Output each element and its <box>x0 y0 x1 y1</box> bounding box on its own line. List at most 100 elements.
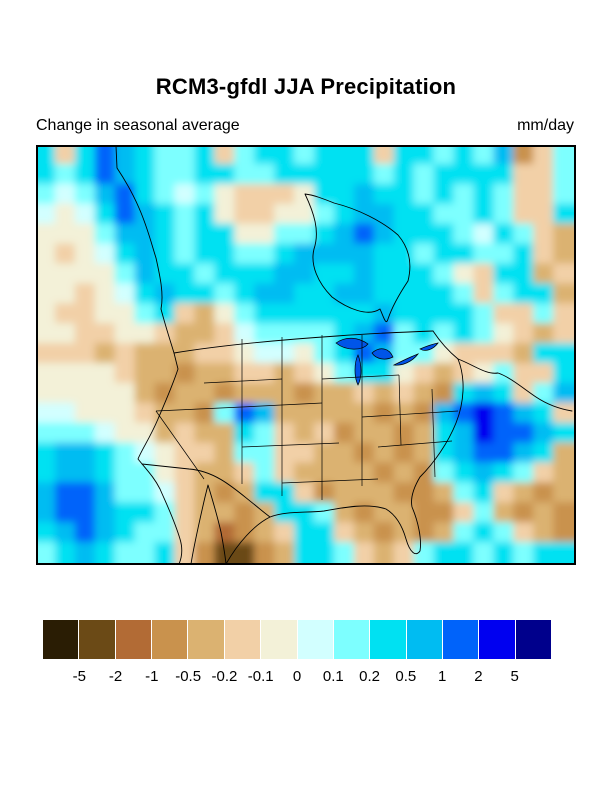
contour-cell <box>473 203 498 228</box>
contour-cell <box>433 343 458 367</box>
contour-cell <box>37 402 59 427</box>
contour-cell <box>313 462 338 487</box>
contour-cell <box>313 542 338 564</box>
contour-cell <box>433 146 458 168</box>
contour-cell <box>393 163 418 188</box>
contour-cell <box>413 482 438 507</box>
contour-cell <box>553 542 575 564</box>
contour-cell <box>214 482 239 507</box>
contour-cell <box>274 283 299 308</box>
contour-cell <box>413 502 438 527</box>
contour-cell <box>114 482 139 507</box>
contour-cell <box>37 183 59 208</box>
colorbar-tick-label: 0.5 <box>395 668 417 685</box>
contour-cell <box>174 283 199 308</box>
contour-cell <box>234 542 259 564</box>
contour-cell <box>74 462 99 487</box>
contour-cell <box>74 243 99 268</box>
contour-cell <box>134 183 159 208</box>
contour-cell <box>333 263 358 288</box>
contour-cell <box>74 323 99 348</box>
contour-cell <box>114 323 139 348</box>
contour-cell <box>194 462 219 487</box>
contour-cell <box>54 263 79 288</box>
contour-cell <box>393 522 418 547</box>
contour-cell <box>154 362 179 387</box>
contour-cell <box>74 163 99 188</box>
colorbar-cell <box>442 620 479 659</box>
contour-cell <box>194 283 219 308</box>
contour-cell <box>234 343 259 367</box>
great-lakes <box>335 337 439 386</box>
contour-cell <box>214 163 239 188</box>
contour-cell <box>333 146 358 168</box>
contour-cell <box>294 323 318 348</box>
contour-cell <box>94 382 119 407</box>
contour-cell <box>234 422 259 447</box>
contour-cell <box>413 402 438 427</box>
contour-cell <box>174 183 199 208</box>
contour-cell <box>94 522 119 547</box>
contour-cell <box>294 522 318 547</box>
contour-cell <box>313 522 338 547</box>
contour-cell <box>54 542 79 564</box>
contour-cell <box>74 482 99 507</box>
contour-cell <box>194 303 219 328</box>
contour-cell <box>294 283 318 308</box>
contour-cell <box>94 343 119 367</box>
contour-cell <box>313 382 338 407</box>
contour-cell <box>413 223 438 248</box>
contour-cell <box>274 263 299 288</box>
contour-cell <box>353 223 378 248</box>
contour-cell <box>274 542 299 564</box>
contour-cell <box>214 146 239 168</box>
contour-cell <box>533 482 558 507</box>
contour-cell <box>254 163 279 188</box>
contour-cell <box>553 243 575 268</box>
contour-cell <box>413 263 438 288</box>
contour-cell <box>134 283 159 308</box>
contour-cell <box>433 183 458 208</box>
contour-cell <box>254 283 279 308</box>
contour-cell <box>353 542 378 564</box>
contour-cell <box>37 203 59 228</box>
contour-cell <box>313 303 338 328</box>
contour-cell <box>473 243 498 268</box>
contour-cell <box>294 542 318 564</box>
contour-cell <box>154 203 179 228</box>
contour-cell <box>433 323 458 348</box>
contour-cell <box>493 283 518 308</box>
contour-cell <box>74 303 99 328</box>
contour-fill-layer <box>37 146 575 564</box>
contour-cell <box>373 323 398 348</box>
contour-cell <box>473 323 498 348</box>
contour-cell <box>234 482 259 507</box>
contour-cell <box>453 163 478 188</box>
contour-cell <box>134 146 159 168</box>
contour-cell <box>54 243 79 268</box>
contour-cell <box>174 343 199 367</box>
contour-cell <box>194 422 219 447</box>
contour-cell <box>54 203 79 228</box>
contour-cell <box>234 462 259 487</box>
contour-cell <box>373 163 398 188</box>
lake-erie <box>392 353 420 366</box>
contour-cell <box>234 323 259 348</box>
contour-cell <box>553 422 575 447</box>
contour-cell <box>513 203 538 228</box>
contour-cell <box>274 323 299 348</box>
contour-cell <box>74 183 99 208</box>
contour-cell <box>214 283 239 308</box>
contour-cell <box>513 163 538 188</box>
contour-cell <box>154 542 179 564</box>
contour-cell <box>333 362 358 387</box>
contour-cell <box>274 462 299 487</box>
contour-cell <box>37 146 59 168</box>
contour-cell <box>373 422 398 447</box>
contour-cell <box>174 323 199 348</box>
contour-cell <box>513 382 538 407</box>
contour-cell <box>194 542 219 564</box>
contour-cell <box>37 303 59 328</box>
contour-cell <box>294 303 318 328</box>
contour-cell <box>254 203 279 228</box>
